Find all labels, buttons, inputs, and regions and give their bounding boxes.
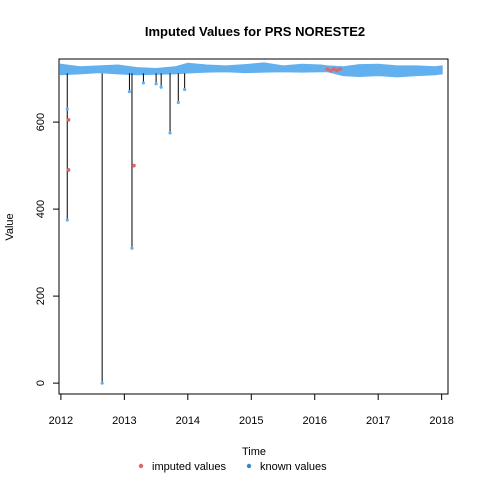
legend-known-marker (246, 463, 252, 469)
imputed-point (66, 118, 71, 122)
y-tick-label: 600 (35, 113, 47, 131)
known-point (130, 246, 134, 250)
x-tick-label: 2015 (239, 415, 263, 427)
known-point (100, 381, 104, 385)
legend-imputed-label: imputed values (152, 461, 226, 473)
legend-imputed-marker (138, 463, 144, 469)
known-point (159, 85, 163, 89)
x-tick-label: 2017 (366, 415, 390, 427)
data-points (65, 67, 343, 385)
x-tick-label: 2016 (302, 415, 326, 427)
imputed-point (66, 168, 71, 172)
x-tick-label: 2013 (112, 415, 136, 427)
imputed-point (328, 68, 333, 73)
x-axis-label: Time (242, 446, 266, 458)
imputed-point (338, 67, 343, 71)
legend: imputed values known values (138, 461, 327, 473)
known-point (168, 131, 172, 135)
x-tick-label: 2012 (49, 415, 73, 427)
known-point (127, 90, 132, 94)
imputed-point (325, 67, 330, 71)
known-point (154, 82, 158, 86)
plot-frame (58, 58, 449, 395)
y-tick-label: 400 (35, 200, 47, 218)
x-tick-label: 2018 (429, 415, 453, 427)
y-axis-label: Value (4, 213, 16, 240)
imputed-point (131, 163, 136, 168)
known-values-band-area (59, 62, 443, 78)
known-point (183, 87, 187, 92)
x-axis: 2012 2013 2014 2015 2016 2017 2018 (49, 393, 454, 427)
chart-title: Imputed Values for PRS NORESTE2 (145, 24, 365, 39)
y-tick-label: 200 (35, 287, 47, 305)
legend-known-label: known values (260, 461, 327, 473)
known-point (141, 81, 145, 85)
y-axis: 0 200 400 600 (35, 113, 60, 386)
drop-lines (66, 73, 186, 384)
imputed-point (331, 67, 336, 71)
x-tick-label: 2014 (176, 415, 200, 427)
known-point (65, 107, 69, 111)
known-point (176, 100, 180, 105)
known-values-band (59, 62, 443, 78)
y-tick-label: 0 (35, 380, 47, 386)
known-point (65, 218, 69, 222)
imputed-point (335, 68, 339, 73)
